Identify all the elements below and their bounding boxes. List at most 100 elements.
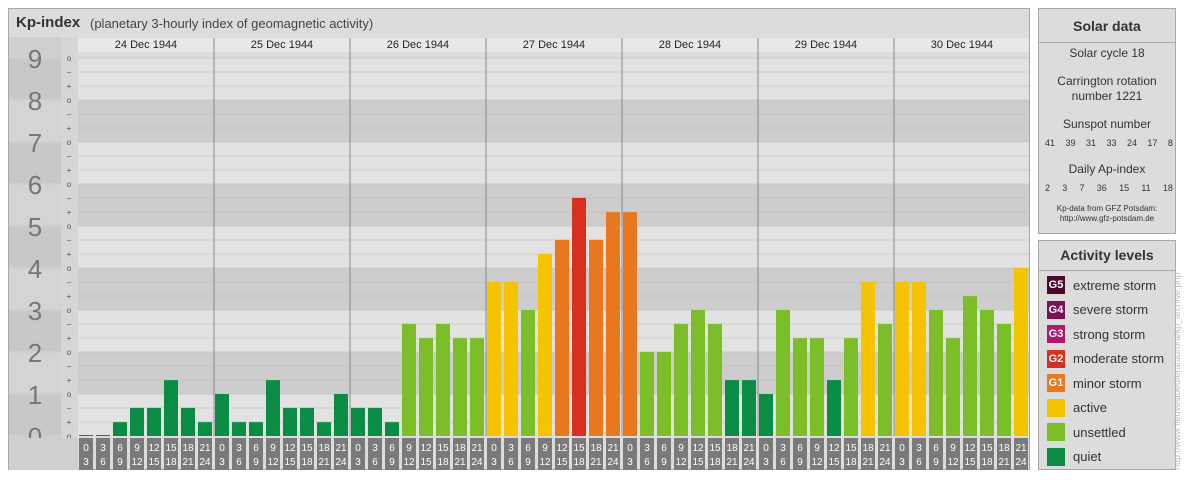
day-label-0: 24 Dec 1944 [115,39,177,51]
hour-cell-50 [929,438,943,470]
hour-end-label: 9 [933,457,939,468]
hour-cell-13 [300,438,314,470]
legend-item-extreme-storm: G5 extreme storm [1047,275,1156,295]
y-minor-label: – [67,194,72,203]
hour-cell-42 [793,438,807,470]
hour-cell-20 [419,438,433,470]
y-minor-label: o [67,54,72,63]
hour-start-label: 12 [284,443,296,454]
ap-index-value: 3 [1062,183,1068,193]
hour-cell-27 [538,438,552,470]
hour-start-label: 15 [709,443,721,454]
ap-index-values: 2 3 7 36 15 11 18 [1045,183,1173,193]
hour-start-label: 9 [134,443,140,454]
hour-cell-54 [997,438,1011,470]
hour-end-label: 15 [828,457,840,468]
hour-cell-44 [827,438,841,470]
kp-bar-14 [317,422,331,436]
hour-start-label: 9 [678,443,684,454]
y-minor-label: o [67,348,72,357]
legend-label: strong storm [1073,326,1146,342]
hour-start-label: 12 [692,443,704,454]
legend-item-strong-storm: G3 strong storm [1047,324,1145,344]
legend-item-unsettled: unsettled [1047,422,1126,442]
hour-cell-39 [742,438,756,470]
y-minor-label: – [67,404,72,413]
kp-bar-11 [266,380,280,436]
hour-cell-8 [215,438,229,470]
hour-end-label: 15 [420,457,432,468]
chart-title-bar: Kp-index (planetary 3-hourly index of ge… [8,8,1030,36]
hour-end-label: 9 [661,457,667,468]
hour-cell-7 [198,438,212,470]
kp-bar-46 [861,281,875,436]
y-tick-label-5: 5 [28,212,42,242]
hour-cell-24 [487,438,501,470]
hour-start-label: 18 [726,443,738,454]
hour-end-label: 6 [916,457,922,468]
chart-subtitle: (planetary 3-hourly index of geomagnetic… [90,16,374,31]
y-minor-label: – [67,236,72,245]
hour-start-label: 3 [508,443,514,454]
hour-end-label: 6 [780,457,786,468]
hour-start-label: 0 [899,443,905,454]
hour-cell-28 [555,438,569,470]
kp-bar-12 [283,407,297,436]
kp-bar-3 [130,407,144,436]
hour-cell-3 [130,438,144,470]
ap-index-value: 15 [1119,183,1130,193]
source-line2: http://www.gfz-potsdam.de [1059,214,1155,223]
hour-start-label: 18 [862,443,874,454]
kp-bar-25 [504,281,518,436]
hour-cell-10 [249,438,263,470]
hour-cell-36 [691,438,705,470]
kp-bar-43 [810,338,824,436]
hour-cell-6 [181,438,195,470]
solar-data-panel: Solar data Solar cycle 18 Carrington rot… [1038,8,1176,234]
hour-cell-34 [657,438,671,470]
ap-index-value: 7 [1079,183,1085,193]
day-label-3: 27 Dec 1944 [523,39,585,51]
hour-end-label: 24 [607,457,619,468]
activity-levels-panel: Activity levels G5 extreme storm G4 severe … [1038,240,1176,470]
y-tick-label-6: 6 [28,170,42,200]
hour-cell-33 [640,438,654,470]
legend-item-severe-storm: G4 severe storm [1047,300,1148,320]
legend-label: moderate storm [1073,351,1165,366]
hour-end-label: 9 [389,457,395,468]
kp-bar-10 [249,422,263,436]
y-minor-label: – [67,68,72,77]
hour-start-label: 12 [420,443,432,454]
kp-bar-44 [827,380,841,436]
hour-cell-53 [980,438,994,470]
hour-corner [9,438,78,470]
hour-end-label: 18 [573,457,585,468]
kp-bar-32 [623,212,637,436]
y-minor-label: + [67,82,72,91]
kp-bar-17 [368,407,382,436]
kp-bar-4 [147,407,161,436]
kp-bar-29 [572,197,586,436]
kp-bar-9 [232,422,246,436]
hour-start-label: 6 [797,443,803,454]
hour-start-label: 9 [542,443,548,454]
kp-bar-16 [351,407,365,436]
legend-label: severe storm [1073,302,1149,317]
hour-end-label: 9 [253,457,259,468]
hour-start-label: 3 [780,443,786,454]
kp-bar-7 [198,422,212,436]
hour-cell-49 [912,438,926,470]
legend-label: extreme storm [1073,277,1157,293]
hour-end-label: 3 [219,457,225,468]
legend-swatch [1047,447,1065,466]
kp-bar-39 [742,380,756,436]
watermark-url: http://www.fleuvestoeufera/aurora/kp_arc… [1172,272,1182,470]
day-label-6: 30 Dec 1944 [931,39,993,51]
hour-end-label: 24 [471,457,483,468]
kp-bar-52 [963,296,977,436]
band-level-5 [78,184,1029,226]
hour-start-label: 3 [236,443,242,454]
hour-end-label: 15 [148,457,160,468]
y-minor-label: + [67,208,72,217]
y-minor-label: + [67,418,72,427]
